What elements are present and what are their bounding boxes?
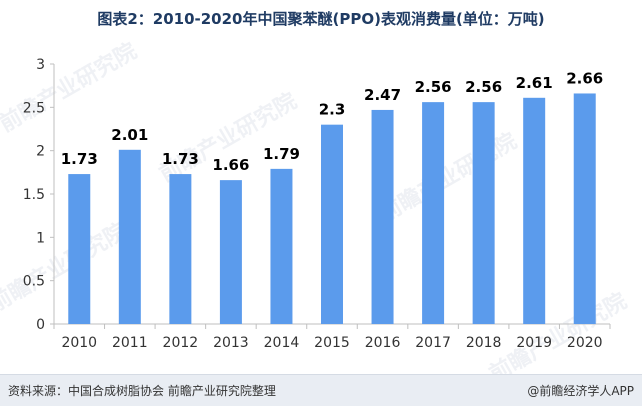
x-tick-label: 2013 [213, 335, 249, 351]
y-tick-label: 0 [36, 317, 45, 333]
y-tick-label: 1.5 [23, 187, 45, 203]
bar [219, 180, 242, 324]
data-label: 1.73 [61, 150, 98, 168]
y-tick-label: 1 [36, 230, 45, 246]
data-label: 1.73 [162, 150, 199, 168]
chart-title: 图表2：2010-2020年中国聚苯醚(PPO)表观消费量(单位：万吨) [97, 10, 545, 28]
bar [118, 149, 141, 324]
bar [169, 174, 192, 324]
x-tick-label: 2015 [314, 335, 350, 351]
brand-text: @前瞻经济学人APP [527, 384, 634, 398]
bars [68, 93, 596, 325]
data-label: 1.79 [263, 145, 300, 163]
bar-chart: 00.511.522.53 2010 2011 2012 2013 2014 2015 20… [23, 57, 611, 351]
x-tick-label: 2010 [61, 335, 97, 351]
x-tick-label: 2011 [112, 335, 148, 351]
x-tick-label: 2020 [567, 335, 603, 351]
bar [523, 97, 546, 324]
x-tick-label: 2017 [415, 335, 451, 351]
data-label: 2.56 [465, 78, 502, 96]
bar [68, 174, 91, 324]
x-tick-label: 2014 [264, 335, 300, 351]
data-label: 2.66 [566, 69, 603, 87]
data-label: 2.56 [415, 78, 452, 96]
data-label: 1.66 [212, 156, 249, 174]
bar [321, 124, 343, 325]
data-labels: 1.73 2.01 1.73 1.66 1.79 2.3 2.47 2.56 2.56 2.61 2… [61, 69, 603, 174]
y-axis: 0 0.5 1 1.5 2 2.5 3 [23, 57, 55, 333]
y-tick-label: 3 [36, 57, 45, 73]
bar [573, 93, 596, 324]
y-tick-label: 2 [36, 144, 45, 160]
data-label: 2.01 [111, 126, 148, 144]
x-tick-label: 2012 [163, 335, 199, 351]
y-tick-label: 2.5 [23, 100, 45, 116]
data-label: 2.47 [364, 86, 401, 104]
footer: 资料来源：中国合成树脂协会 前瞻产业研究院整理 @前瞻经济学人APP [0, 374, 642, 406]
y-tick-label: 0.5 [23, 274, 45, 290]
data-label: 2.3 [319, 101, 346, 119]
x-tick-label: 2018 [466, 335, 502, 351]
bar [371, 109, 394, 324]
source-text: 资料来源：中国合成树脂协会 前瞻产业研究院整理 [8, 384, 276, 398]
data-label: 2.61 [516, 74, 553, 92]
bar [422, 102, 445, 324]
bar [270, 168, 293, 324]
x-tick-label: 2019 [516, 335, 552, 351]
x-axis: 2010 2011 2012 2013 2014 2015 2016 2017 2018 2019… [53, 323, 611, 351]
bar [472, 102, 495, 324]
x-tick-label: 2016 [365, 335, 401, 351]
